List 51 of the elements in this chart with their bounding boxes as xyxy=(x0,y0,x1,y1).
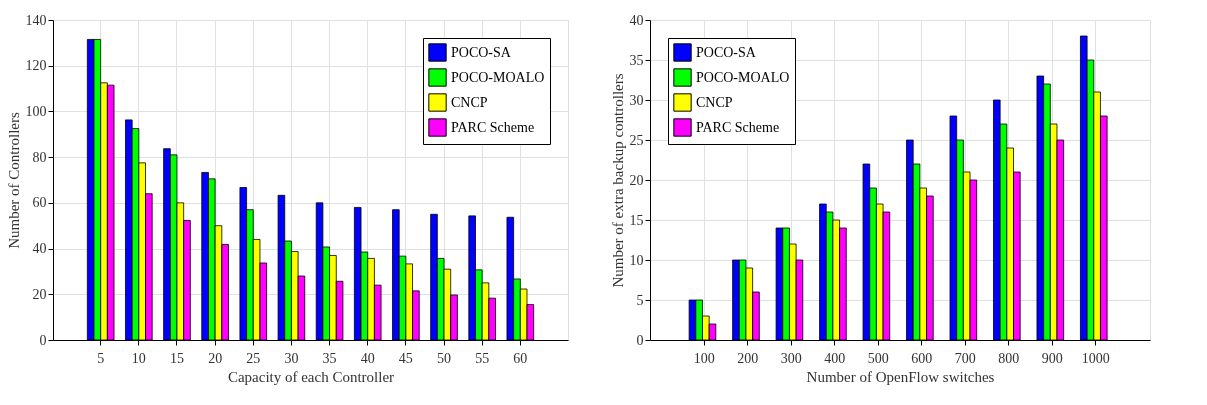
y-tick-label: 25 xyxy=(629,132,644,148)
y-tick-label: 140 xyxy=(25,12,47,28)
x-tick-label: 30 xyxy=(284,350,299,366)
x-tick-label: 300 xyxy=(780,350,802,366)
legend-label: POCO-SA xyxy=(696,44,757,60)
y-tick-label: 0 xyxy=(39,332,47,348)
x-tick-label: 500 xyxy=(867,350,889,366)
y-tick-label: 100 xyxy=(25,103,47,119)
x-tick-label: 40 xyxy=(360,350,375,366)
legend-label: POCO-SA xyxy=(451,44,512,60)
x-tick-label: 55 xyxy=(475,350,490,366)
legend-label: CNCP xyxy=(451,94,488,110)
y-tick-label: 40 xyxy=(629,12,644,28)
x-tick-label: 35 xyxy=(322,350,337,366)
y-tick-label: 15 xyxy=(629,212,644,228)
x-tick-label: 200 xyxy=(737,350,759,366)
x-axis-title: Capacity of each Controller xyxy=(227,368,395,385)
y-tick-label: 35 xyxy=(629,52,644,68)
x-tick-label: 5 xyxy=(97,350,105,366)
y-tick-label: 60 xyxy=(32,195,47,211)
legend-label: CNCP xyxy=(696,94,733,110)
x-tick-label: 60 xyxy=(513,350,528,366)
legend-label: POCO-MOALO xyxy=(451,69,545,85)
x-tick-label: 700 xyxy=(954,350,976,366)
y-tick-label: 20 xyxy=(32,286,47,302)
x-tick-label: 100 xyxy=(693,350,715,366)
x-tick-label: 900 xyxy=(1041,350,1063,366)
y-tick-label: 120 xyxy=(25,58,47,74)
x-tick-label: 45 xyxy=(398,350,413,366)
legend-label: PARC Scheme xyxy=(451,119,535,135)
legend-label: POCO-MOALO xyxy=(696,69,790,85)
x-tick-label: 20 xyxy=(208,350,223,366)
legend-label: PARC Scheme xyxy=(696,119,780,135)
y-tick-label: 10 xyxy=(629,252,644,268)
x-axis-title: Number of OpenFlow switches xyxy=(806,368,995,385)
x-tick-label: 25 xyxy=(246,350,261,366)
x-tick-label: 10 xyxy=(131,350,146,366)
y-tick-label: 0 xyxy=(636,332,644,348)
x-tick-label: 800 xyxy=(998,350,1020,366)
y-tick-label: 40 xyxy=(32,241,47,257)
x-tick-label: 400 xyxy=(824,350,846,366)
x-tick-label: 50 xyxy=(437,350,452,366)
y-tick-label: 30 xyxy=(629,92,644,108)
y-axis-title: Number of extra backup controllers xyxy=(609,73,626,288)
x-tick-label: 1000 xyxy=(1081,350,1110,366)
x-tick-label: 15 xyxy=(169,350,184,366)
x-tick-label: 600 xyxy=(911,350,933,366)
y-axis-title: Number of Controllers xyxy=(5,112,22,249)
y-tick-label: 80 xyxy=(32,149,47,165)
y-tick-label: 20 xyxy=(629,172,644,188)
y-tick-label: 5 xyxy=(636,292,644,308)
